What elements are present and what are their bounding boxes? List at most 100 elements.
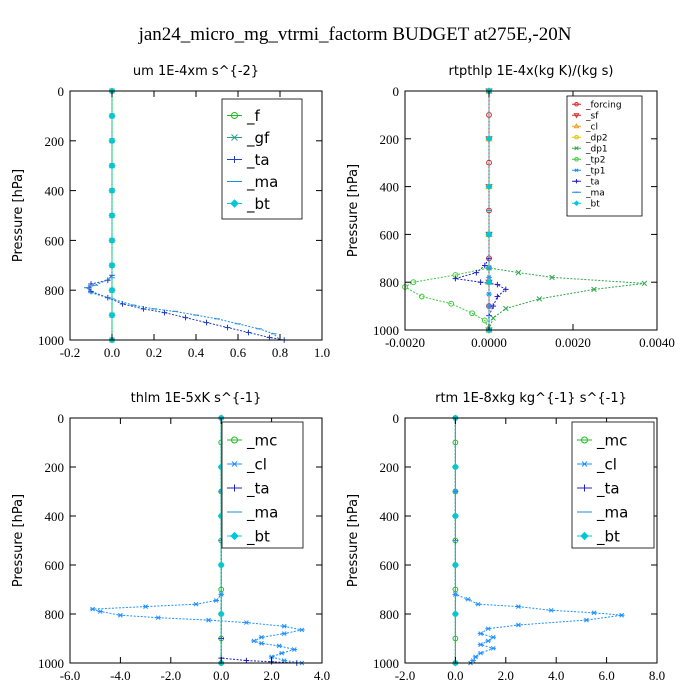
x-tick-label: 2.0 <box>498 668 514 683</box>
x-tick-label: -0.2 <box>60 345 81 360</box>
legend: _forcing_sf_cl_dp2_dp1_tp2_tp1_ta_ma_bt <box>566 95 643 217</box>
data-point <box>161 309 168 316</box>
data-point <box>475 601 481 607</box>
data-point <box>485 230 493 238</box>
data-point <box>155 615 161 621</box>
data-point <box>448 300 455 307</box>
legend-label: _ma <box>585 188 605 198</box>
x-tick-label: 0.6 <box>230 345 247 360</box>
data-point <box>515 622 522 628</box>
legend-entry: _ma <box>227 503 278 522</box>
data-point <box>477 631 484 636</box>
data-point <box>641 280 648 287</box>
legend-label: _dp2 <box>585 133 608 143</box>
legend-entry: _dp1 <box>572 144 608 154</box>
legend-label: _bt <box>246 527 270 546</box>
data-point <box>451 463 459 471</box>
panels: um 1E-4xm s^{-2} Pressure [hPa] -0.2 0.0 0.2… <box>11 64 675 683</box>
data-point <box>281 631 287 636</box>
y-tick-label: 600 <box>45 558 65 573</box>
data-point <box>481 317 488 324</box>
x-tick-label: 0.0 <box>213 668 229 683</box>
data-point <box>142 604 149 610</box>
legend-label: _mc <box>246 431 277 450</box>
data-point <box>203 319 210 326</box>
legend-entry: _bt <box>227 527 270 546</box>
data-point <box>105 294 111 301</box>
data-point <box>217 561 225 569</box>
x-tick-label: 0.4 <box>188 345 205 360</box>
y-tick-label: 200 <box>380 132 400 147</box>
legend-label: _bt <box>585 199 600 209</box>
legend-entry: _cl <box>577 455 617 474</box>
data-point <box>251 638 257 644</box>
panel-um: um 1E-4xm s^{-2} Pressure [hPa] -0.2 0.0 0.2… <box>11 64 330 360</box>
legend-label: _sf <box>585 111 599 121</box>
data-point <box>217 610 225 618</box>
y-tick-label: 800 <box>45 607 65 622</box>
data-point <box>291 647 298 652</box>
plot-frame <box>404 90 658 331</box>
data-point <box>485 278 493 286</box>
data-point <box>88 288 94 295</box>
data-point <box>266 334 273 341</box>
legend-entry: _forcing <box>572 100 622 110</box>
x-tick-label: 1.0 <box>314 345 330 360</box>
data-point <box>490 303 496 309</box>
legend-label: _gf <box>246 129 270 148</box>
data-point <box>451 512 459 520</box>
data-point <box>503 286 509 293</box>
data-point <box>224 324 231 331</box>
y-axis-label: Pressure [hPa] <box>346 164 361 257</box>
data-point <box>108 162 116 170</box>
data-point <box>108 311 116 319</box>
figure-title: jan24_micro_mg_vtrmi_factorm BUDGET at27… <box>138 24 572 45</box>
data-point <box>485 626 491 632</box>
data-point <box>243 620 250 625</box>
y-tick-label: 200 <box>380 460 400 475</box>
legend-box <box>566 95 643 217</box>
legend-label: _f <box>246 107 261 126</box>
legend-label: _cl <box>246 455 267 474</box>
x-tick-label: 6.0 <box>598 668 614 683</box>
data-point <box>108 286 116 294</box>
data-point <box>245 329 252 336</box>
plot-frame <box>404 417 658 664</box>
y-tick-label: 1000 <box>38 333 64 348</box>
y-tick-label: 600 <box>45 233 65 248</box>
data-point <box>465 596 471 602</box>
data-point <box>485 183 493 191</box>
data-point <box>258 634 265 640</box>
series-line-ma <box>85 91 281 341</box>
legend-entry: _cl <box>572 122 598 132</box>
y-tick-label: 800 <box>45 283 65 298</box>
legend-entry: _mc <box>577 431 627 450</box>
x-tick-label: 0.0 <box>447 668 463 683</box>
y-tick-label: 400 <box>45 509 65 524</box>
x-tick-label: -6.0 <box>60 668 81 683</box>
y-tick-label: 0 <box>58 411 65 426</box>
y-tick-label: 600 <box>380 558 400 573</box>
data-point <box>108 112 116 120</box>
y-tick-label: 800 <box>380 607 400 622</box>
data-point <box>108 187 116 195</box>
x-tick-label: -0.0020 <box>385 335 425 350</box>
panel-title: thlm 1E-5xK s^{-1} <box>131 391 262 406</box>
x-tick-label: -4.0 <box>110 668 131 683</box>
y-tick-label: 0 <box>393 411 400 426</box>
y-tick-label: 1000 <box>373 323 399 338</box>
y-tick-label: 0 <box>58 84 65 99</box>
data-point <box>89 606 96 612</box>
data-point <box>205 617 212 623</box>
data-point <box>618 612 625 618</box>
legend-entry: _ta <box>577 479 620 498</box>
y-tick-label: 200 <box>45 134 65 149</box>
x-tick-label: 0.2 <box>146 345 162 360</box>
panel-title: rtm 1E-8xkg kg^{-1} s^{-1} <box>435 391 627 406</box>
data-point <box>490 645 496 651</box>
series-group <box>84 87 287 344</box>
data-point <box>494 293 501 300</box>
legend-entry: _bt <box>227 195 270 214</box>
data-point <box>473 269 480 276</box>
y-tick-label: 1000 <box>38 656 64 671</box>
